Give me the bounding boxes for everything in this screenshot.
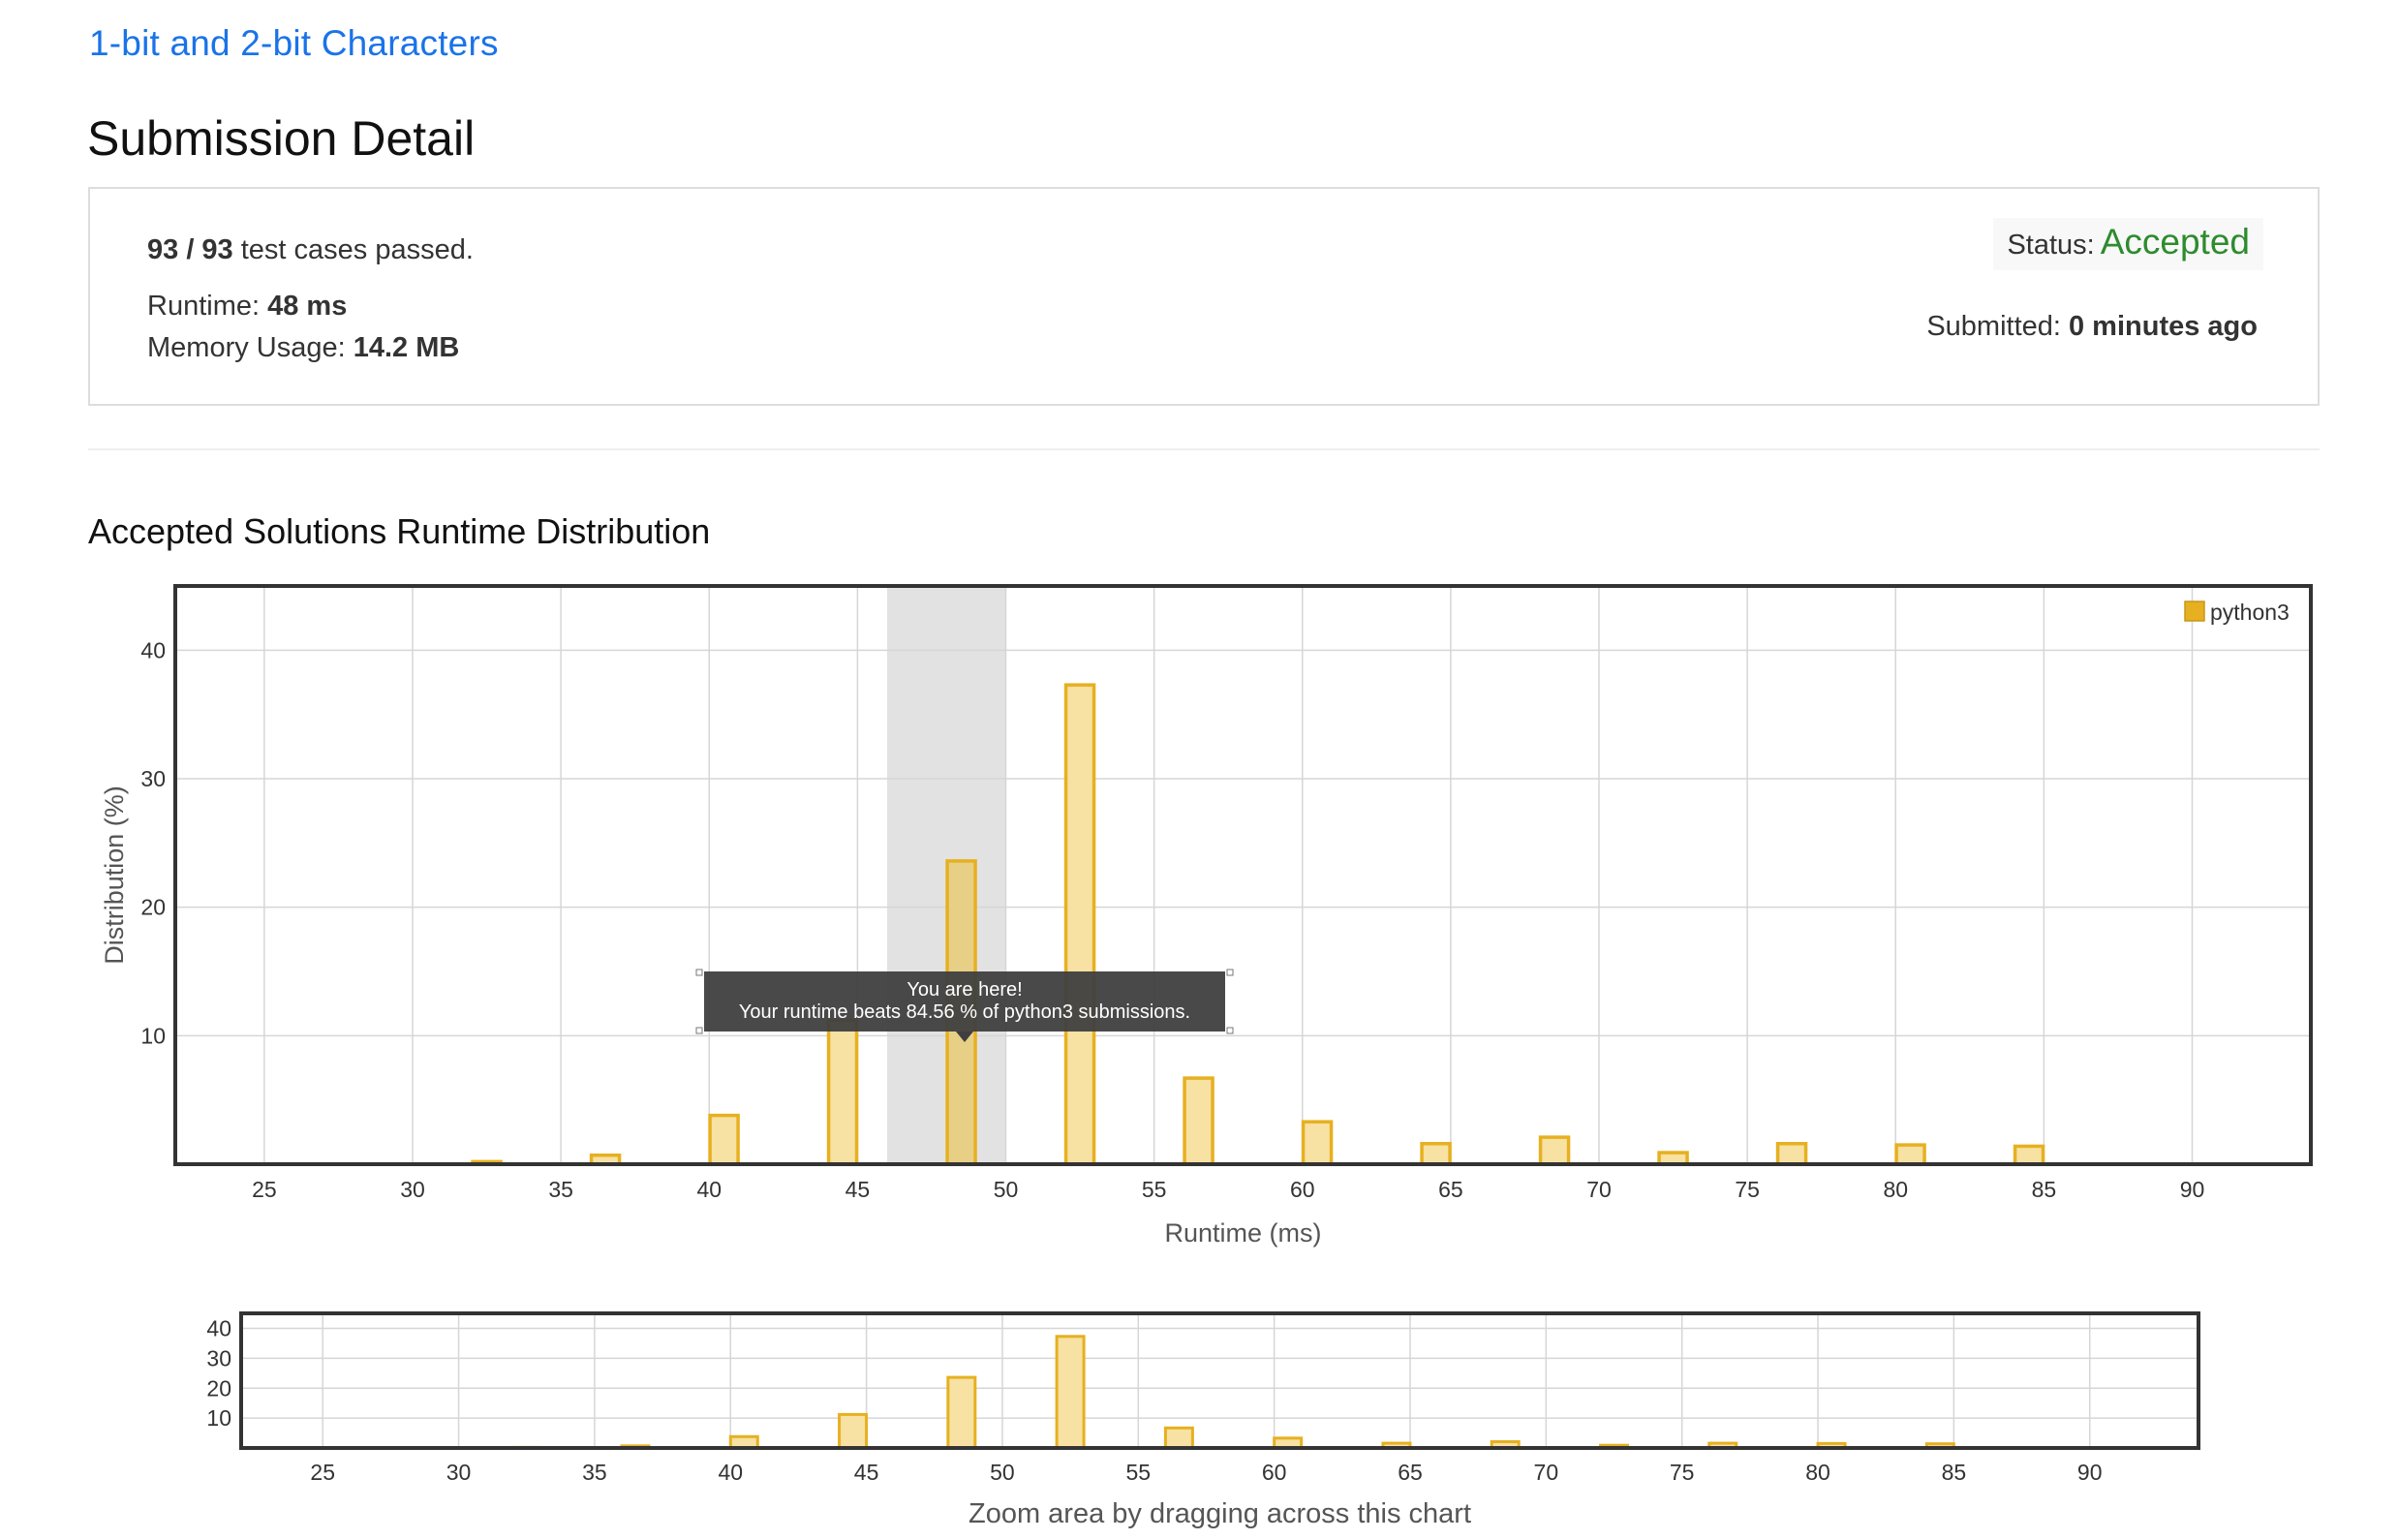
x-tick-label: 75: [1670, 1460, 1695, 1485]
x-tick-label: 80: [1883, 1177, 1908, 1202]
section-divider: [88, 448, 2320, 450]
x-tick-label: 25: [310, 1460, 335, 1485]
runtime-line: Runtime: 48 ms: [147, 291, 347, 323]
runtime-value: 48 ms: [267, 291, 348, 322]
x-tick-label: 40: [696, 1177, 722, 1202]
plot-frame: [173, 584, 2313, 1166]
tooltip-corner: [695, 969, 703, 976]
problem-title-link[interactable]: 1-bit and 2-bit Characters: [89, 23, 499, 63]
y-tick-label: 10: [206, 1405, 231, 1431]
x-tick-label: 80: [1805, 1460, 1830, 1485]
status-label: Status:: [2007, 230, 2095, 261]
plot-area: [241, 1313, 2198, 1448]
x-tick-label: 75: [1735, 1177, 1760, 1202]
x-tick-label: 85: [2032, 1177, 2057, 1202]
x-tick-label: 70: [1534, 1460, 1559, 1485]
bar-56.5[interactable]: [1163, 1426, 1194, 1450]
bar-64.5[interactable]: [1420, 1142, 1452, 1166]
x-tick-label: 90: [2077, 1460, 2103, 1485]
x-tick-label: 50: [990, 1460, 1015, 1485]
submitted-label: Submitted:: [1926, 311, 2069, 342]
x-tick-label: 65: [1398, 1460, 1423, 1485]
legend-swatch: [2184, 601, 2205, 622]
memory-value: 14.2 MB: [353, 332, 460, 363]
bar-56.5[interactable]: [1183, 1076, 1214, 1166]
submitted-line: Submitted: 0 minutes ago: [1926, 311, 2258, 343]
memory-line: Memory Usage: 14.2 MB: [147, 332, 459, 364]
bar-68.5[interactable]: [1538, 1135, 1571, 1166]
x-tick-label: 90: [2180, 1177, 2205, 1202]
tooltip-line-2: Your runtime beats 84.56 % of python3 su…: [739, 1001, 1190, 1023]
tooltip-corner: [1226, 969, 1234, 976]
y-tick-label: 30: [140, 766, 166, 791]
bar-76.5[interactable]: [1775, 1142, 1808, 1166]
status-badge: Status: Accepted: [1993, 218, 2263, 270]
x-tick-label: 35: [582, 1460, 607, 1485]
plot-area: [175, 586, 2311, 1164]
bar-52.5[interactable]: [1063, 683, 1096, 1166]
x-tick-label: 40: [718, 1460, 743, 1485]
x-axis-label: Zoom area by dragging across this chart: [968, 1498, 1471, 1529]
test-cases-suffix: test cases passed.: [232, 234, 474, 265]
x-axis-label: Runtime (ms): [1164, 1218, 1321, 1247]
x-tick-label: 65: [1438, 1177, 1463, 1202]
legend[interactable]: python3: [2184, 600, 2290, 625]
section-title: Accepted Solutions Runtime Distribution: [88, 511, 711, 551]
x-tick-label: 50: [994, 1177, 1019, 1202]
y-axis-label: Distribution (%): [100, 785, 129, 965]
tooltip-arrow: [956, 1032, 973, 1042]
y-tick-label: 20: [140, 895, 166, 920]
bar-48.5[interactable]: [946, 1375, 977, 1450]
memory-label: Memory Usage:: [147, 332, 354, 363]
x-tick-label: 70: [1586, 1177, 1612, 1202]
submitted-value: 0 minutes ago: [2069, 311, 2258, 342]
bar-80.5[interactable]: [1894, 1143, 1926, 1166]
bar-40.5[interactable]: [708, 1113, 740, 1166]
tooltip-corner: [695, 1027, 703, 1034]
tooltip-line-1: You are here!: [907, 979, 1022, 1001]
tooltip-corner: [1226, 1027, 1234, 1034]
y-tick-label: 20: [206, 1375, 231, 1401]
x-tick-label: 35: [548, 1177, 573, 1202]
status-value: Accepted: [2100, 222, 2250, 262]
y-tick-label: 40: [140, 637, 166, 662]
x-tick-label: 45: [854, 1460, 879, 1485]
y-tick-label: 30: [206, 1345, 231, 1371]
bar-60.5[interactable]: [1301, 1120, 1334, 1166]
plot-frame: [239, 1311, 2200, 1450]
navigator-chart[interactable]: 25 30 35 40 45 50 55 60 65 70 75 80 85 90 10 20 30 40 Zoom…: [206, 1311, 2200, 1529]
x-tick-label: 25: [252, 1177, 277, 1202]
x-tick-label: 85: [1942, 1460, 1967, 1485]
page-title: Submission Detail: [87, 111, 476, 166]
main-chart[interactable]: 25 30 35 40 45 50 55 60 65 70 75 80 85 90 10 20 30 40 Runt…: [100, 584, 2313, 1247]
bar-44.5[interactable]: [838, 1412, 869, 1450]
x-tick-label: 55: [1125, 1460, 1151, 1485]
x-tick-label: 55: [1142, 1177, 1167, 1202]
y-tick-label: 40: [206, 1315, 231, 1340]
tooltip-box: [704, 971, 1225, 1032]
x-tick-label: 45: [845, 1177, 871, 1202]
bar-52.5[interactable]: [1055, 1335, 1086, 1450]
x-tick-label: 60: [1290, 1177, 1315, 1202]
test-cases-passed: 93 / 93 test cases passed.: [147, 234, 474, 266]
legend-label: python3: [2210, 600, 2290, 625]
y-tick-label: 10: [140, 1023, 166, 1048]
test-cases-count: 93 / 93: [147, 234, 233, 265]
bar-44.5[interactable]: [826, 1018, 859, 1166]
bar-84.5[interactable]: [2013, 1144, 2045, 1166]
submission-detail-box: 93 / 93 test cases passed. Runtime: 48 m…: [88, 187, 2320, 406]
x-tick-label: 30: [446, 1460, 472, 1485]
runtime-tooltip: You are here!Your runtime beats 84.56 % …: [695, 969, 1234, 1042]
x-tick-label: 60: [1262, 1460, 1287, 1485]
x-tick-label: 30: [400, 1177, 425, 1202]
runtime-label: Runtime:: [147, 291, 268, 322]
